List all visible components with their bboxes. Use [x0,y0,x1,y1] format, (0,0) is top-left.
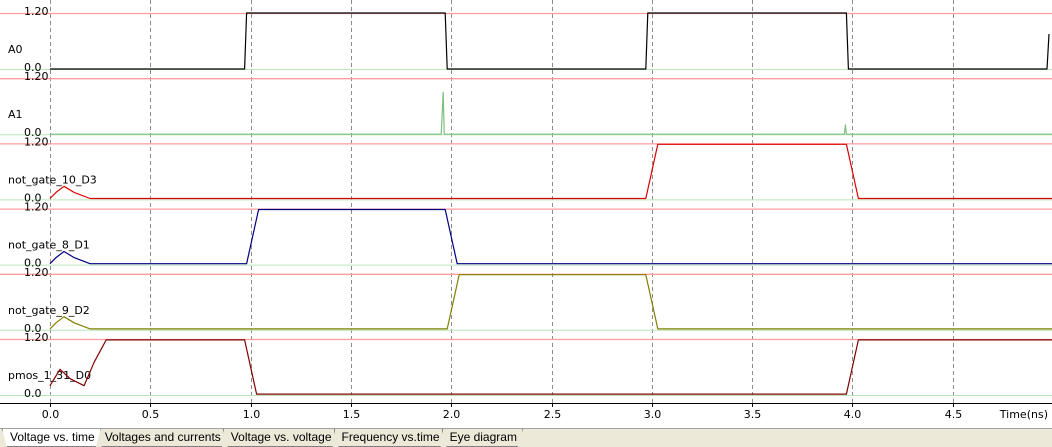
waveform-line [49,208,1052,265]
high-level-label: 1.20 [24,135,49,148]
view-tabs: Voltage vs. time Voltages and currents V… [2,429,519,447]
x-tick-label: 2.5 [544,408,562,421]
trace-not-gate-9-d2: 1.20 0.0 not_gate_9_D2 [0,266,1052,335]
waveform-line [49,339,1052,395]
signal-name-label: A0 [8,43,23,56]
low-level-label: 0.0 [24,257,42,270]
trace-a0: 1.20 0.0A0 [0,5,1052,74]
signal-name-label: not_gate_9_D2 [8,304,90,317]
high-level-label: 1.20 [24,331,49,344]
x-tick-label: 4.5 [945,408,963,421]
signal-name-label: not_gate_10_D3 [8,173,97,186]
x-tick-label: 0.0 [42,408,60,421]
tab-voltages-and-currents[interactable]: Voltages and currents [97,429,227,447]
x-tick-label: 1.0 [243,408,261,421]
x-tick-label: 1.5 [343,408,361,421]
tab-voltage-vs-time[interactable]: Voltage vs. time [2,429,101,447]
trace-a1: 1.20 0.0A1 [0,70,1052,139]
x-tick-label: 0.5 [142,408,160,421]
high-level-label: 1.20 [24,70,49,83]
low-level-label: 0.0 [24,191,42,204]
waveform-line [49,143,1052,200]
x-axis-label: Time(ns) [999,408,1048,421]
high-level-label: 1.20 [24,201,49,214]
trace-not-gate-8-d1: 1.20 0.0 not_gate_8_D1 [0,201,1052,270]
low-level-label: 0.0 [24,61,42,74]
waveform-line [50,91,1052,135]
low-level-label: 0.0 [24,387,42,400]
waveform-line [50,12,1050,70]
signal-name-label: pmos_1_31_D0 [8,369,91,382]
x-tick-label: 2.0 [443,408,461,421]
tab-voltage-vs-voltage[interactable]: Voltage vs. voltage [223,429,338,447]
x-tick-label: 3.0 [644,408,662,421]
low-level-label: 0.0 [24,322,42,335]
x-tick-label: 4.0 [844,408,862,421]
x-tick-label: 3.5 [744,408,762,421]
waveform-plot[interactable]: 1.200.0A01.200.0A11.200.0not_gate_10_D31… [0,0,1052,428]
trace-not-gate-10-d3: 1.20 0.0 not_gate_10_D3 [0,135,1052,204]
plot-background [0,0,1052,428]
high-level-label: 1.20 [24,5,49,18]
tab-eye-diagram[interactable]: Eye diagram [442,429,523,447]
x-axis: 0.0 0.5 1.0 1.5 2.0 2.5 3.0 3.5 4.0 4.5 Time(ns) [0,403,1052,421]
signal-name-label: A1 [8,108,23,121]
tab-frequency-vs-time[interactable]: Frequency vs.time [334,429,446,447]
trace-pmos-1-31-d0: 1.20 0.0 pmos_1_31_D0 [0,331,1052,400]
waveform-line [49,274,1052,330]
signal-name-label: not_gate_8_D1 [8,239,90,252]
low-level-label: 0.0 [24,126,42,139]
view-tab-bar: Voltage vs. time Voltages and currents V… [0,428,1052,447]
high-level-label: 1.20 [24,266,49,279]
